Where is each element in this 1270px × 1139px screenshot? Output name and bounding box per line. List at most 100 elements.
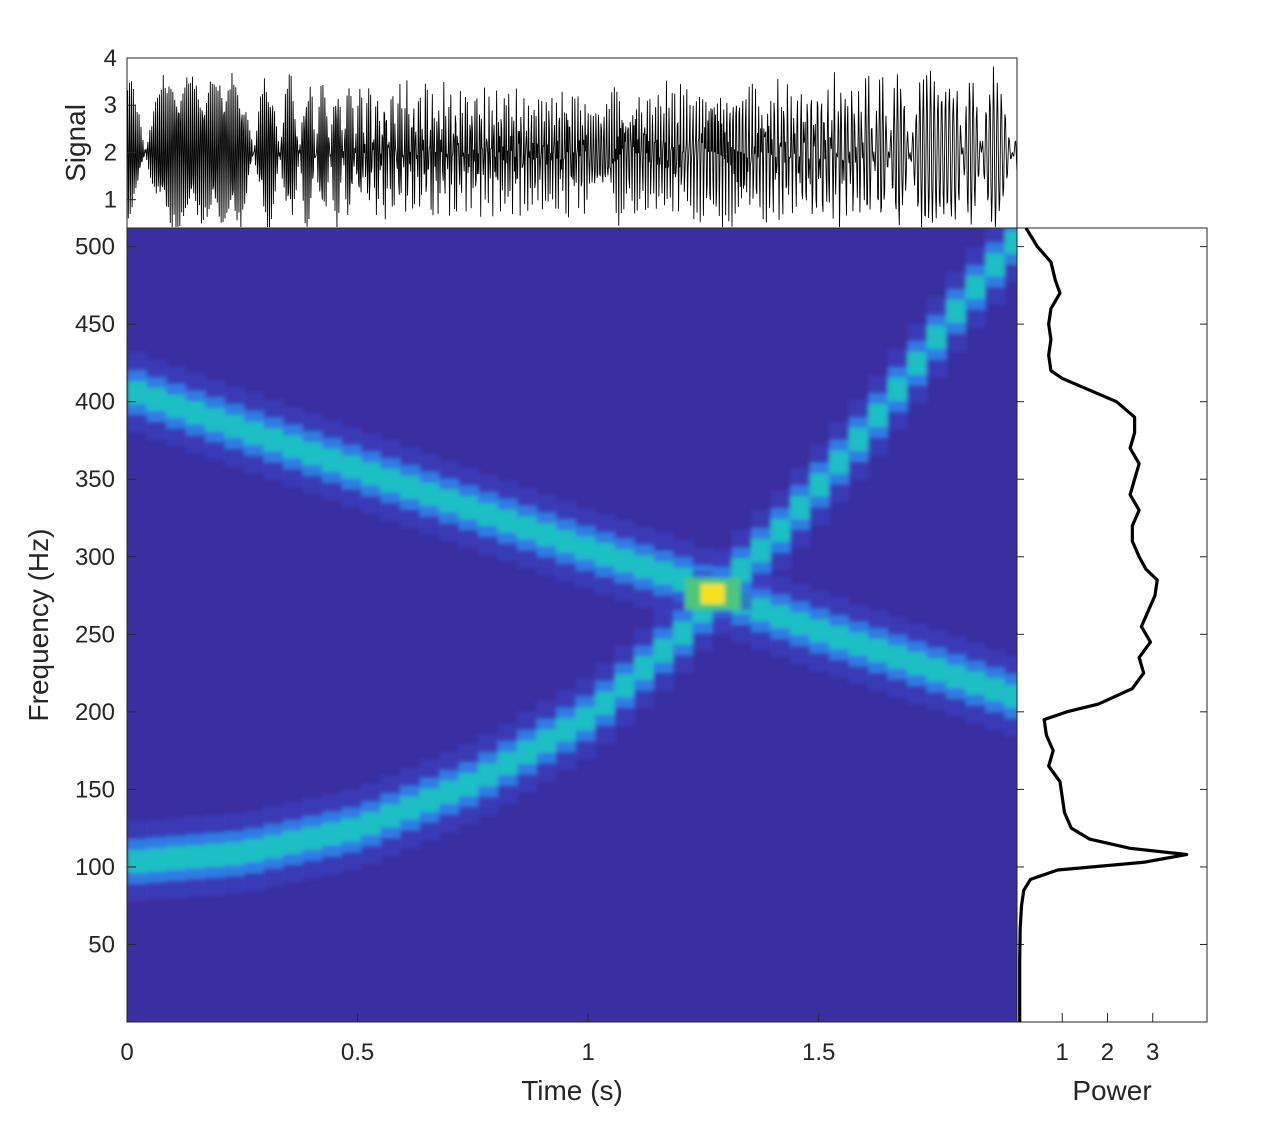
spectrogram-x-ticks: 0 0.5 1 1.5: [120, 1013, 835, 1066]
spectrogram-x-tick-label: 0.5: [341, 1039, 374, 1066]
power-panel: 1 2 3 Power: [1016, 227, 1208, 1106]
spectrogram-ridge-core: [497, 751, 518, 776]
spectrogram-ridge-core: [263, 834, 284, 859]
spectrogram-ridge-core: [127, 381, 148, 405]
spectrogram-peak: [700, 583, 725, 604]
spectrogram-ridge-core: [205, 843, 226, 867]
spectrogram-ridge-core: [439, 780, 460, 804]
spectrogram-ridge-core: [244, 421, 265, 445]
spectrogram-ridge-core: [887, 645, 908, 669]
power-curve: [1018, 228, 1189, 1022]
spectrogram-ridge-core: [536, 523, 557, 547]
spectrogram-ridge-core: [380, 469, 401, 493]
spectrogram-ridge-core: [419, 788, 440, 812]
spectrogram-ridge-core: [361, 462, 382, 486]
spectrogram-ridge-core: [302, 441, 323, 466]
spectrogram-ridge-core: [595, 691, 616, 715]
spectrogram-ridge-core: [926, 325, 947, 349]
spectrogram-ridge-core: [478, 763, 499, 787]
spectrogram-ridge-core: [868, 403, 889, 428]
spectrogram-x-label: Time (s): [521, 1075, 623, 1106]
spectrogram-ridge-core: [829, 450, 850, 474]
spectrogram-ridge-core: [517, 740, 538, 764]
spectrogram-ridge-core: [965, 275, 986, 300]
spectrogram-ridge-core: [146, 387, 167, 412]
power-y-ticks: [1017, 246, 1207, 945]
spectrogram-ridge-core: [653, 638, 674, 663]
power-line: [1018, 228, 1189, 1022]
spectrogram-ridge-core: [790, 496, 811, 520]
spectrogram-ridge-core: [575, 707, 596, 731]
spectrogram-ridge-core: [790, 612, 811, 636]
spectrogram-ridge-core: [907, 652, 928, 676]
spectrogram-ridge-core: [166, 846, 187, 870]
signal-y-tick-label: 3: [104, 92, 117, 119]
spectrogram-ridge-core: [985, 678, 1006, 702]
spectrogram-ridge-core: [751, 598, 772, 622]
spectrogram-ridge-core: [185, 845, 206, 869]
power-axes-box: [1016, 227, 1208, 1023]
spectrogram-ridge-core: [536, 729, 557, 753]
spectrogram-x-tick-label: 1: [581, 1039, 594, 1066]
spectrogram-ridge-core: [400, 475, 421, 500]
spectrogram-ridge-core: [673, 621, 694, 645]
spectrogram-ridge-core: [556, 529, 577, 554]
signal-y-label: Signal: [60, 104, 91, 182]
spectrogram-ridge-core: [341, 455, 362, 479]
spectrogram-ridge-core: [770, 518, 791, 543]
spectrogram-ridge-core: [829, 626, 850, 650]
spectrogram-ridge-core: [731, 558, 752, 582]
spectrogram-ridge-core: [341, 818, 362, 842]
spectrogram-ridge-core: [185, 401, 206, 425]
spectrogram-ridge-core: [634, 555, 655, 579]
spectrogram-y-tick-label: 100: [75, 854, 115, 881]
spectrogram-ridge-core: [985, 253, 1006, 277]
spectrogram-ridge-core: [127, 849, 148, 874]
spectrogram-ridge-core: [478, 502, 499, 527]
spectrogram-ridge-core: [848, 427, 869, 452]
spectrogram-ridge-core: [848, 632, 869, 656]
spectrogram-y-tick-label: 400: [75, 389, 115, 416]
power-x-label: Power: [1072, 1075, 1151, 1106]
spectrogram-ridge-core: [380, 804, 401, 828]
spectrogram-y-tick-label: 350: [75, 466, 115, 493]
spectrogram-ridge-core: [1004, 230, 1017, 254]
spectrogram-ridge-core: [634, 656, 655, 680]
spectrogram-ridge-core: [166, 394, 187, 418]
spectrogram-ridge-core: [575, 536, 596, 560]
spectrogram-y-ticks: 50 100 150 200 250 300 350 400 450 500: [75, 234, 136, 958]
spectrogram-ridge-core: [458, 496, 479, 520]
spectrogram-ridge-core: [302, 826, 323, 850]
spectrogram-y-tick-label: 250: [75, 621, 115, 648]
spectrogram-ridge-core: [224, 414, 245, 439]
spectrogram-ridge-core: [965, 671, 986, 695]
spectrogram-ridge-core: [283, 830, 304, 855]
spectrogram-y-label: Frequency (Hz): [23, 529, 54, 722]
spectrogram-heatmap: [127, 228, 1017, 902]
spectrogram-ridge-core: [751, 538, 772, 563]
spectrogram-ridge-core: [1004, 684, 1017, 708]
spectrogram-ridge-core: [809, 619, 830, 643]
power-x-tick-label: 1: [1056, 1039, 1069, 1066]
spectrogram-ridge-core: [887, 377, 908, 402]
spectrogram-ridge-core: [614, 549, 635, 573]
spectrogram-y-tick-label: 200: [75, 699, 115, 726]
spectrogram-ridge-core: [205, 408, 226, 432]
spectrogram-ridge-core: [497, 509, 518, 533]
power-x-tick-label: 3: [1146, 1039, 1159, 1066]
spectrogram-ridge-core: [439, 489, 460, 513]
signal-y-tick-label: 1: [104, 187, 117, 214]
spectrogram-ridge-core: [419, 482, 440, 506]
spectrogram-ridge-core: [868, 639, 889, 663]
spectrogram-ridge-core: [517, 516, 538, 540]
spectrogram-ridge-core: [458, 772, 479, 797]
spectrogram-ridge-core: [770, 605, 791, 629]
spectrogram-ridge-core: [556, 718, 577, 742]
spectrogram-ridge-core: [224, 842, 245, 866]
power-x-tick-label: 2: [1101, 1039, 1114, 1066]
power-x-ticks: 1 2 3: [1056, 1013, 1159, 1066]
spectrogram-x-tick-label: 0: [120, 1039, 133, 1066]
spectrogram-y-tick-label: 300: [75, 544, 115, 571]
spectrogram-ridge-core: [595, 543, 616, 567]
